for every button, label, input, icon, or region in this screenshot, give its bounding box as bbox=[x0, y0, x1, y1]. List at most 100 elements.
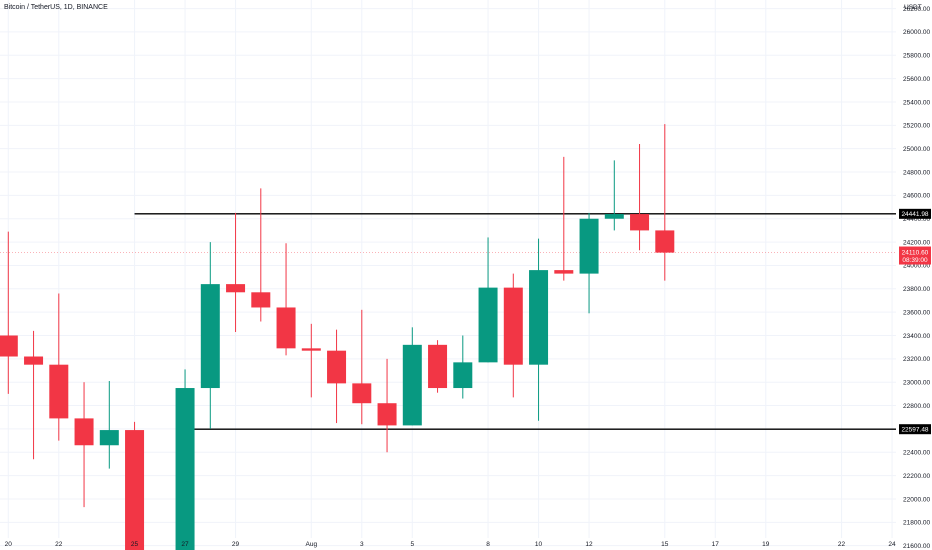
candle-down bbox=[554, 156, 574, 281]
time-tick-label: Aug bbox=[306, 541, 318, 548]
candle-body bbox=[352, 383, 372, 404]
candle-body bbox=[630, 214, 650, 231]
candle-body bbox=[453, 362, 473, 389]
price-tick-label: 23200.00 bbox=[903, 356, 930, 363]
candle-body bbox=[327, 350, 347, 384]
candle-up bbox=[402, 327, 422, 426]
candle-up bbox=[453, 335, 473, 399]
price-tick-label: 25400.00 bbox=[903, 99, 930, 106]
price-axis-unit: USDT bbox=[904, 4, 922, 11]
candle-up bbox=[529, 238, 549, 421]
candle-body bbox=[655, 230, 675, 253]
price-tick-label: 26000.00 bbox=[903, 29, 930, 36]
candle-body bbox=[428, 344, 448, 389]
candle-body bbox=[125, 430, 145, 550]
level-tag-bg bbox=[899, 208, 931, 219]
candle-body bbox=[175, 388, 195, 550]
time-axis[interactable]: 20 22 25 27 29 Aug 3 5 8 10 12 15 17 19 22 24 bbox=[5, 541, 896, 548]
candle-down bbox=[630, 144, 650, 251]
candle-up bbox=[200, 242, 220, 429]
candle-body bbox=[276, 307, 296, 349]
candle-body bbox=[99, 430, 119, 446]
candle-body bbox=[377, 403, 397, 426]
candle-up bbox=[579, 212, 599, 314]
time-tick-label: 22 bbox=[838, 541, 846, 548]
time-tick-label: 22 bbox=[55, 541, 63, 548]
candle-body bbox=[503, 287, 523, 365]
candle-down bbox=[327, 329, 347, 424]
candle-body bbox=[478, 287, 498, 363]
candle-down bbox=[24, 330, 44, 460]
price-axis[interactable]: USDT 21600.00 21800.00 22000.00 22200.00 224… bbox=[903, 4, 930, 550]
candle-down bbox=[655, 124, 675, 281]
price-tick-label: 23400.00 bbox=[903, 333, 930, 340]
candle-up bbox=[478, 237, 498, 363]
candle-body bbox=[529, 270, 549, 365]
candle-down bbox=[125, 421, 145, 550]
price-tick-label: 21600.00 bbox=[903, 543, 930, 550]
price-tick-label: 24600.00 bbox=[903, 193, 930, 200]
price-tick-label: 25600.00 bbox=[903, 76, 930, 83]
time-tick-label: 10 bbox=[535, 541, 543, 548]
candle-body bbox=[24, 356, 44, 365]
price-levels bbox=[134, 213, 896, 430]
candle-down bbox=[377, 358, 397, 453]
candle-body bbox=[402, 344, 422, 426]
price-tick-label: 24200.00 bbox=[903, 239, 930, 246]
candle-body bbox=[200, 284, 220, 389]
price-tick-label: 24000.00 bbox=[903, 263, 930, 270]
price-tick-label: 24400.00 bbox=[903, 216, 930, 223]
time-tick-label: 29 bbox=[232, 541, 240, 548]
candle-body bbox=[0, 335, 18, 357]
price-tick-label: 25200.00 bbox=[903, 123, 930, 130]
candle-down bbox=[0, 231, 18, 394]
price-tick-label: 22800.00 bbox=[903, 403, 930, 410]
candle-body bbox=[49, 364, 69, 419]
time-tick-label: 3 bbox=[360, 541, 364, 548]
level-price-tag: 24441.98 bbox=[899, 208, 931, 219]
price-tick-label: 21800.00 bbox=[903, 520, 930, 527]
level-tag-label: 22597.48 bbox=[901, 426, 928, 433]
chart-title: Bitcoin / TetherUS, 1D, BINANCE bbox=[4, 4, 108, 11]
time-tick-label: 20 bbox=[5, 541, 13, 548]
candle-body bbox=[604, 214, 624, 219]
current-price-label: 24110.60 bbox=[902, 250, 929, 257]
price-tick-label: 23000.00 bbox=[903, 380, 930, 387]
candle-down bbox=[428, 340, 448, 393]
candle-down bbox=[352, 309, 372, 425]
candles bbox=[0, 124, 675, 550]
grid bbox=[0, 0, 896, 547]
time-tick-label: 12 bbox=[585, 541, 593, 548]
candle-body bbox=[301, 348, 321, 351]
candle-down bbox=[74, 382, 94, 508]
candle-down bbox=[503, 273, 523, 398]
time-tick-label: 25 bbox=[131, 541, 139, 548]
price-tick-label: 22400.00 bbox=[903, 450, 930, 457]
time-tick-label: 19 bbox=[762, 541, 770, 548]
candle-down bbox=[49, 293, 69, 441]
level-tag-bg bbox=[899, 424, 931, 435]
candle-up bbox=[99, 381, 119, 469]
price-tick-label: 26200.00 bbox=[903, 6, 930, 13]
price-tick-label: 22200.00 bbox=[903, 473, 930, 480]
price-tick-label: 23800.00 bbox=[903, 286, 930, 293]
candle-body bbox=[579, 218, 599, 274]
current-tag-bg bbox=[899, 246, 931, 265]
level-tag-label: 24441.98 bbox=[901, 211, 928, 218]
candle-up bbox=[175, 369, 195, 550]
price-tick-label: 23600.00 bbox=[903, 309, 930, 316]
candle-body bbox=[251, 292, 271, 308]
candle-down bbox=[251, 188, 271, 322]
time-tick-label: 17 bbox=[712, 541, 720, 548]
price-tick-label: 25800.00 bbox=[903, 53, 930, 60]
candle-up bbox=[604, 160, 624, 231]
price-tick-label: 24800.00 bbox=[903, 169, 930, 176]
candle-down bbox=[226, 212, 246, 332]
time-tick-label: 15 bbox=[661, 541, 669, 548]
candle-down bbox=[301, 323, 321, 398]
time-tick-label: 5 bbox=[410, 541, 414, 548]
candle-body bbox=[226, 284, 246, 293]
